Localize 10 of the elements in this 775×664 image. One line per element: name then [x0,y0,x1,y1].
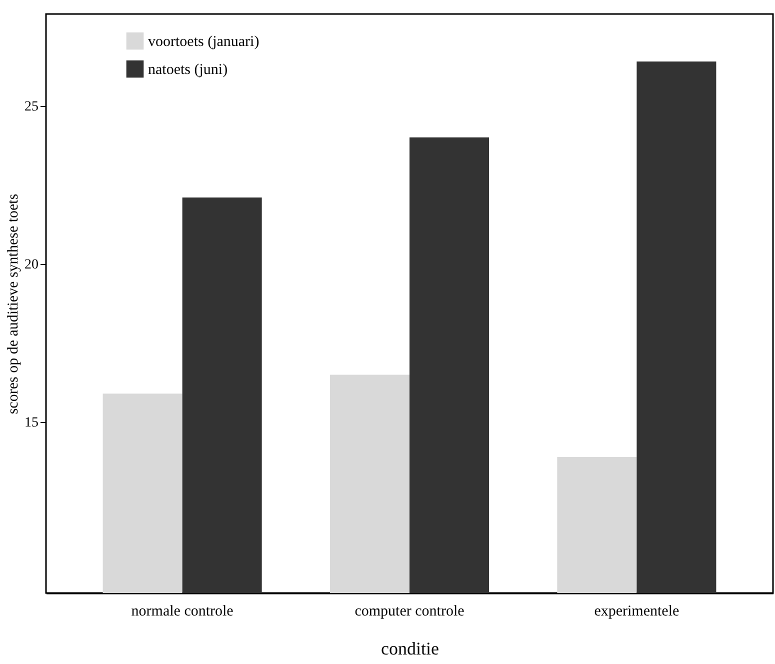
x-tick-label: normale controle [131,604,234,620]
y-tick-label: 20 [24,257,38,272]
legend-label: natoets (juni) [148,62,228,78]
x-tick-label: experimentele [594,604,680,620]
x-axis-title: conditie [381,638,439,658]
x-tick-label: computer controle [354,604,465,620]
y-tick-label: 25 [24,99,38,114]
y-axis-title: scores op de auditieve synthese toets [6,194,22,414]
legend-label: voortoets (januari) [148,34,260,50]
y-tick-label: 15 [24,416,38,431]
